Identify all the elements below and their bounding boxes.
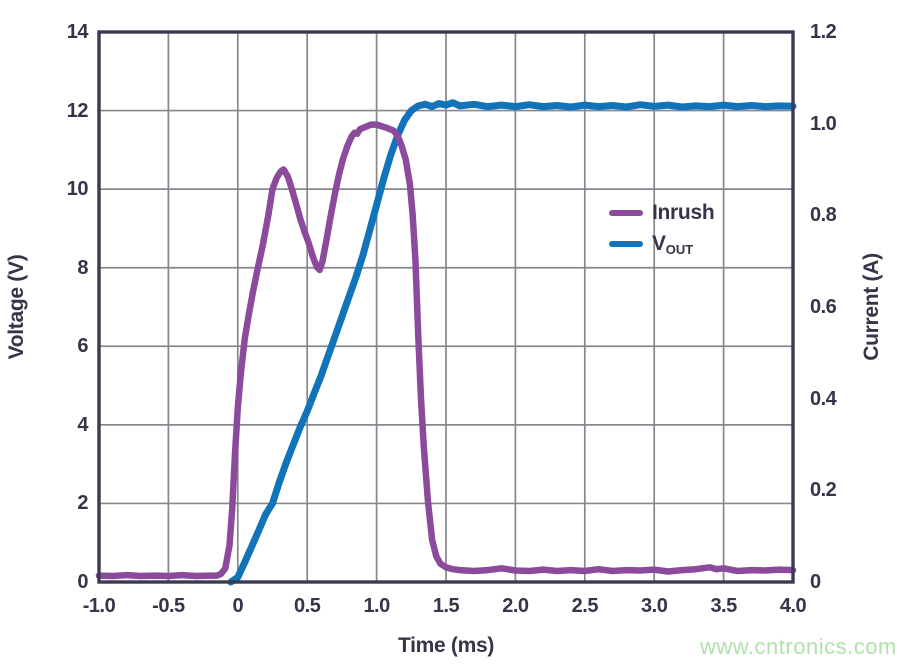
y-right-tick-label: 0 <box>810 571 821 593</box>
x-tick-label: 3.0 <box>641 595 668 617</box>
x-tick-label: 2.0 <box>502 595 529 617</box>
x-tick-label: 4.0 <box>779 595 807 617</box>
y-left-tick-label: 6 <box>77 335 88 358</box>
y-left-tick-label: 14 <box>66 21 89 43</box>
y-left-tick-label: 0 <box>77 571 88 593</box>
y-left-tick-label: 10 <box>66 178 89 201</box>
x-tick-label: 0.5 <box>294 595 321 617</box>
y-right-tick-label: 0.6 <box>810 296 837 318</box>
watermark: www.cntronics.com <box>700 634 897 659</box>
y-right-tick-label: 0.8 <box>810 204 837 227</box>
x-tick-label: 1.5 <box>432 595 460 617</box>
y-left-tick-label: 8 <box>77 256 88 279</box>
vout-line-swatch <box>609 241 643 247</box>
y-right-tick-label: 1.2 <box>810 21 837 43</box>
legend-entry-inrush: Inrush <box>609 201 715 225</box>
inrush-line-swatch <box>609 210 643 216</box>
x-tick-label: 1.0 <box>363 595 390 617</box>
legend-label-vout-main: V <box>652 231 666 255</box>
legend-label-vout: VOUT <box>652 232 693 257</box>
series-line-vout <box>227 99 797 586</box>
legend-label-vout-sub: OUT <box>665 241 694 257</box>
x-tick-label: -0.5 <box>152 595 185 617</box>
y-axis-title-right: Current (A) <box>860 253 883 361</box>
x-tick-label: 2.5 <box>571 595 599 617</box>
legend: Inrush VOUT <box>609 201 715 257</box>
plot-border <box>97 30 795 584</box>
y-right-tick-label: 0.4 <box>810 387 837 410</box>
y-left-tick-label: 4 <box>77 413 88 436</box>
y-left-tick-label: 2 <box>77 492 88 515</box>
x-tick-label: -1.0 <box>82 595 116 617</box>
y-right-tick-label: 0.2 <box>810 479 837 502</box>
y-right-tick-label: 1.0 <box>810 112 837 135</box>
legend-entry-vout: VOUT <box>609 232 714 257</box>
series-line-inrush <box>95 121 797 580</box>
x-tick-label: 0 <box>232 595 244 617</box>
y-axis-title-left: Voltage (V) <box>5 254 28 360</box>
y-left-tick-label: 12 <box>66 99 89 122</box>
x-tick-label: 3.5 <box>710 595 737 617</box>
x-axis-title: Time (ms) <box>397 634 495 657</box>
legend-label-inrush: Inrush <box>652 201 715 224</box>
